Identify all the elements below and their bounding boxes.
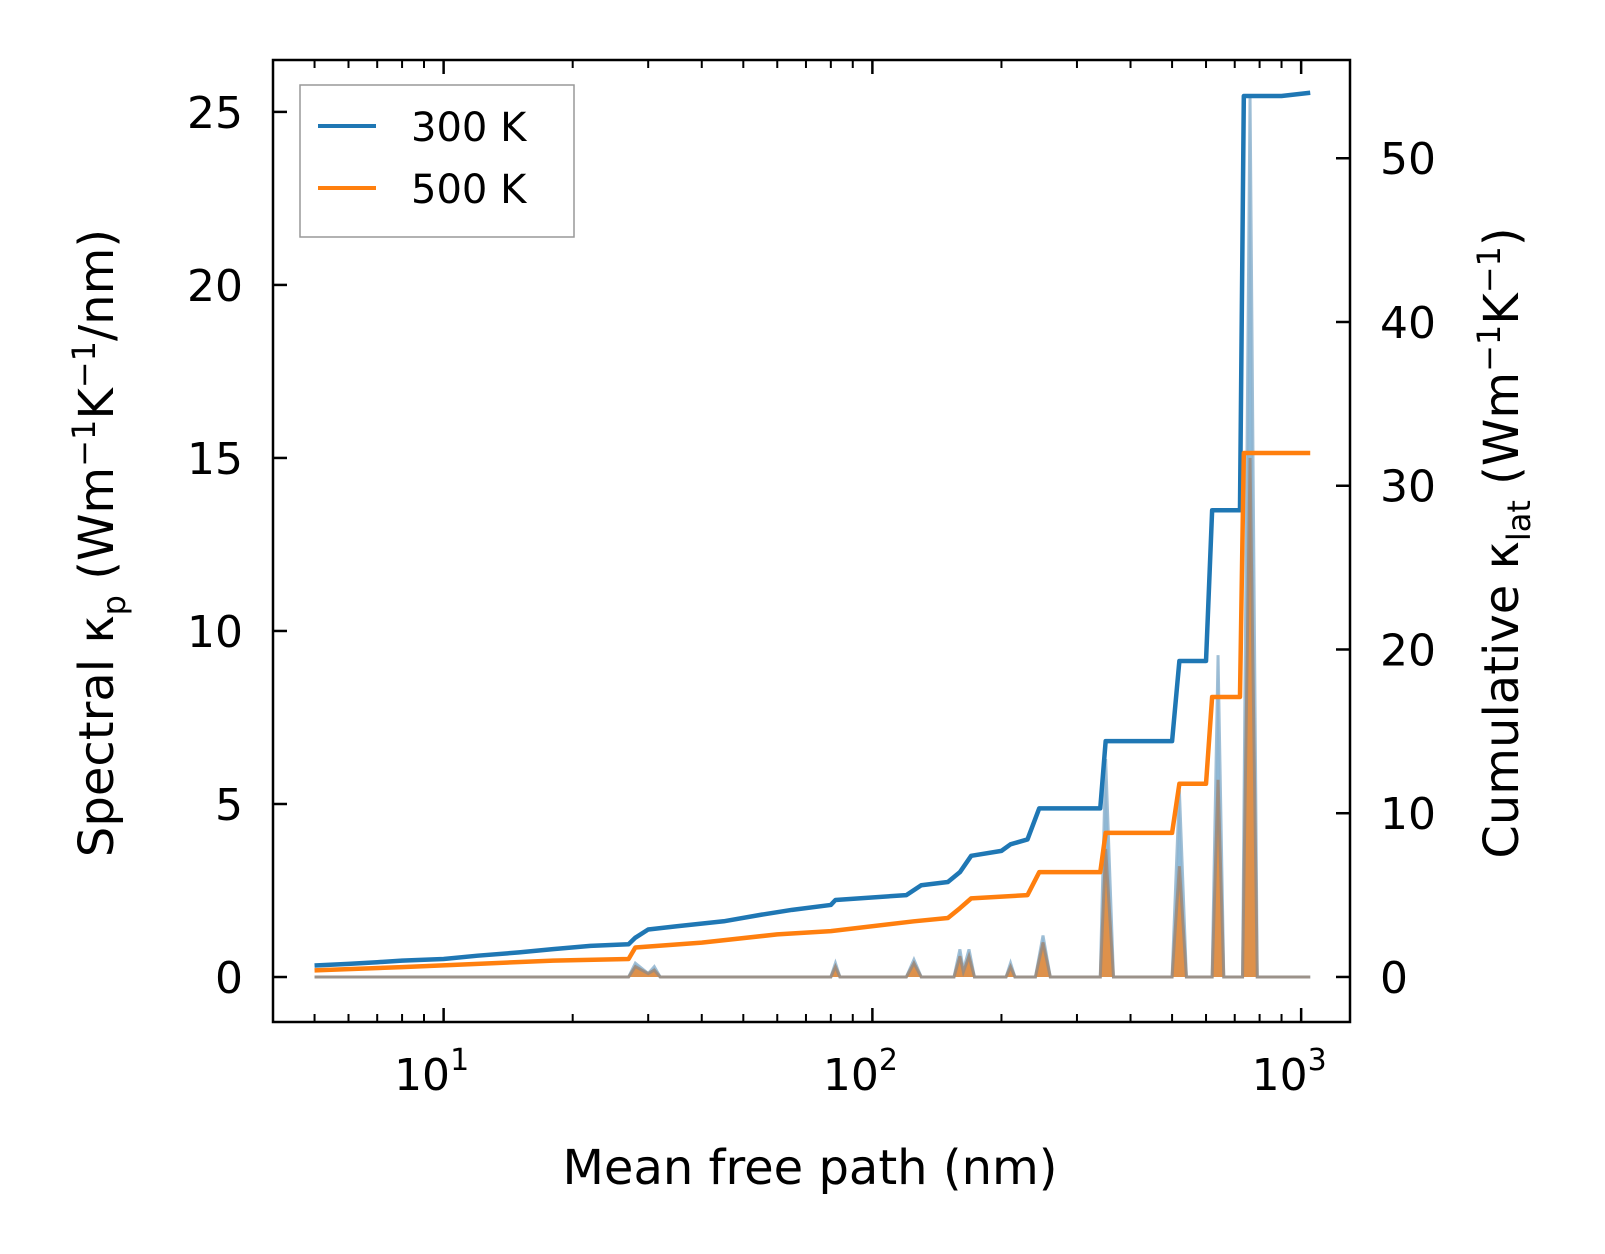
y-axis-right-title: Cumulative κlat (Wm−1K−1) — [1470, 227, 1538, 858]
y-right-tick-label: 10 — [1380, 789, 1436, 840]
y-left-tick-label: 0 — [215, 953, 243, 1004]
x-tick-label: 102 — [823, 1043, 898, 1101]
legend-box — [299, 84, 575, 238]
x-axis-title: Mean free path (nm) — [563, 1140, 1058, 1196]
legend: 300 K 500 K — [299, 84, 575, 238]
spectral-layer — [314, 94, 1311, 979]
y-left-tick-label: 5 — [215, 780, 243, 831]
y-right-tick-label: 0 — [1380, 953, 1408, 1004]
y-axis-left-title: Spectral κp (Wm−1K−1/nm) — [65, 229, 133, 857]
x-axis: 101 102 103 — [272, 60, 1327, 1101]
spectral-area-500k — [314, 457, 1311, 978]
x-tick-label: 103 — [1252, 1043, 1327, 1101]
y-left-tick-label: 15 — [187, 434, 243, 485]
y-axis-left: 0 5 10 15 20 25 — [187, 88, 287, 1004]
spectral-line-500k — [314, 457, 1311, 979]
y-right-tick-label: 50 — [1380, 134, 1436, 185]
y-right-tick-label: 30 — [1380, 462, 1436, 513]
cumulative-line-300k — [314, 90, 1311, 968]
cumulative-layer — [314, 90, 1311, 973]
y-right-tick-label: 20 — [1380, 625, 1436, 676]
y-left-tick-label: 10 — [187, 607, 243, 658]
legend-label-300k: 300 K — [411, 105, 528, 151]
y-left-tick-label: 20 — [187, 261, 243, 312]
x-tick-label: 101 — [394, 1043, 469, 1101]
legend-label-500k: 500 K — [411, 167, 528, 213]
plot-frame — [271, 58, 1352, 1024]
y-left-tick-label: 25 — [187, 88, 243, 139]
y-axis-right: 0 10 20 30 40 50 — [1336, 134, 1436, 1004]
cumulative-line-500k — [314, 450, 1311, 973]
y-right-tick-label: 40 — [1380, 298, 1436, 349]
